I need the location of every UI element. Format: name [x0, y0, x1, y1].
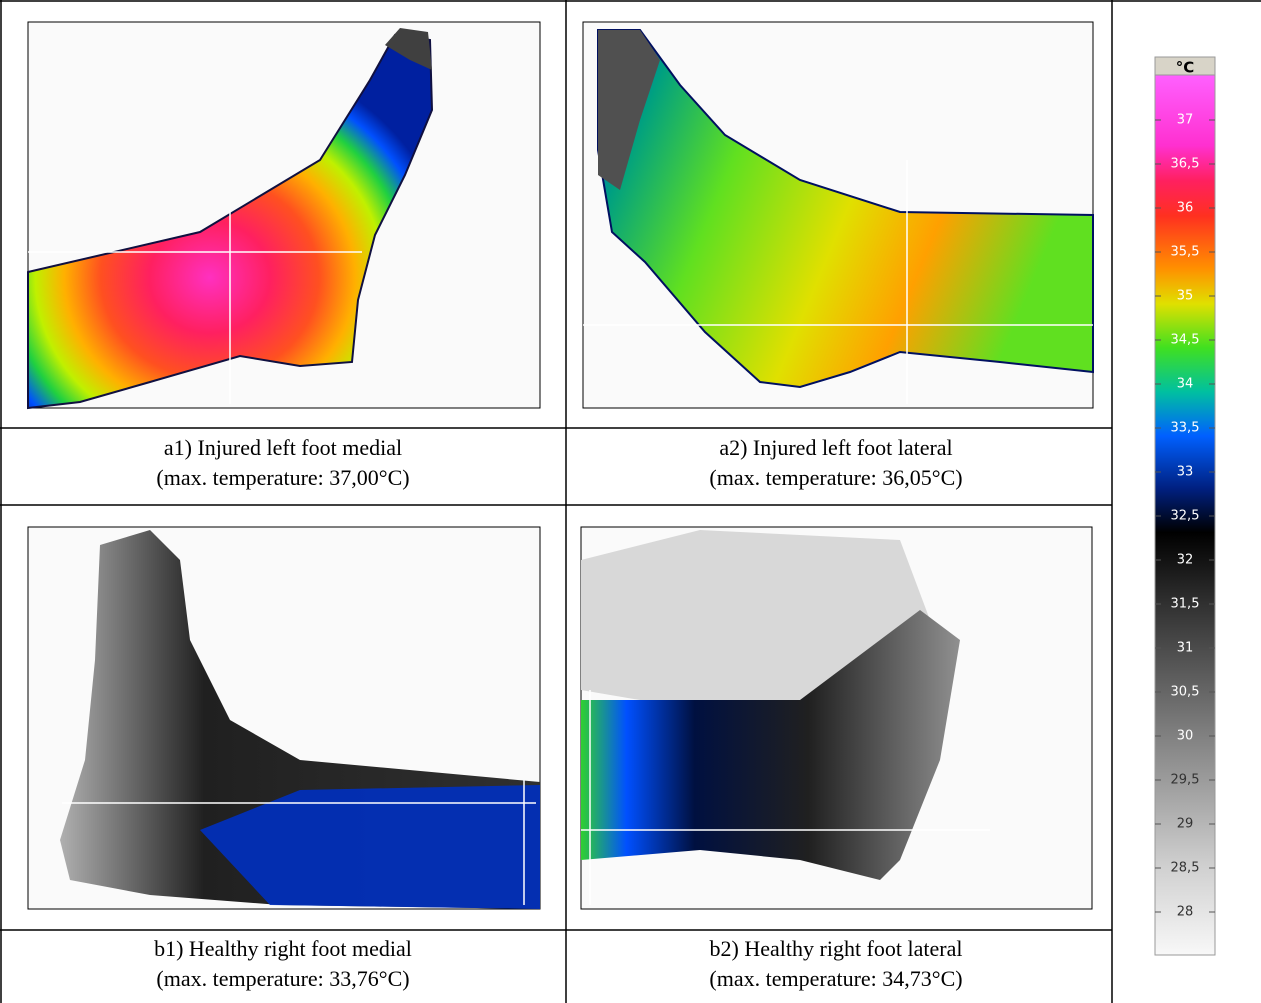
- caption-detail: (max. temperature: 33,76°C): [3, 964, 563, 994]
- thermal-image-b1: [28, 527, 540, 909]
- caption-b1: b1) Healthy right foot medial (max. temp…: [3, 934, 563, 994]
- caption-detail: (max. temperature: 34,73°C): [556, 964, 1116, 994]
- caption-label: a2) Injured left foot lateral: [556, 433, 1116, 463]
- scale-tick-label: 31,5: [1171, 597, 1200, 612]
- scale-tick-label: 31: [1177, 641, 1194, 656]
- thermal-image-a2: [583, 22, 1093, 408]
- scale-tick-label: 32: [1177, 553, 1194, 568]
- scale-tick-label: 33,5: [1171, 421, 1200, 436]
- scale-tick-label: 36: [1177, 201, 1194, 216]
- scale-tick-label: 35,5: [1171, 245, 1200, 260]
- color-scale: °C 37 36,5 36 35,5 35 34,5 34 33,5 33 32,5 32 31,5 3…: [1155, 57, 1215, 955]
- scale-tick-label: 28: [1177, 905, 1194, 920]
- scale-tick-label: 29,5: [1171, 773, 1200, 788]
- scale-unit: °C: [1176, 59, 1195, 77]
- thermal-image-a1: [28, 22, 540, 408]
- scale-tick-label: 30: [1177, 729, 1194, 744]
- caption-label: b1) Healthy right foot medial: [3, 934, 563, 964]
- scale-tick-label: 36,5: [1171, 157, 1200, 172]
- scale-tick-label: 35: [1177, 289, 1194, 304]
- caption-a1: a1) Injured left foot medial (max. tempe…: [3, 433, 563, 493]
- scale-tick-label: 29: [1177, 817, 1194, 832]
- caption-label: b2) Healthy right foot lateral: [556, 934, 1116, 964]
- thermal-image-b2: [581, 527, 1092, 909]
- scale-tick-label: 32,5: [1171, 509, 1200, 524]
- figure: °C 37 36,5 36 35,5 35 34,5 34 33,5 33 32,5 32 31,5 3…: [0, 0, 1261, 1003]
- scale-tick-label: 28,5: [1171, 861, 1200, 876]
- scale-tick-label: 33: [1177, 465, 1194, 480]
- caption-detail: (max. temperature: 36,05°C): [556, 463, 1116, 493]
- scale-tick-label: 34: [1177, 377, 1194, 392]
- scale-tick-label: 30,5: [1171, 685, 1200, 700]
- caption-detail: (max. temperature: 37,00°C): [3, 463, 563, 493]
- scale-tick-label: 37: [1177, 113, 1194, 128]
- figure-graphics: °C 37 36,5 36 35,5 35 34,5 34 33,5 33 32,5 32 31,5 3…: [0, 0, 1261, 1003]
- caption-label: a1) Injured left foot medial: [3, 433, 563, 463]
- caption-a2: a2) Injured left foot lateral (max. temp…: [556, 433, 1116, 493]
- scale-tick-label: 34,5: [1171, 333, 1200, 348]
- caption-b2: b2) Healthy right foot lateral (max. tem…: [556, 934, 1116, 994]
